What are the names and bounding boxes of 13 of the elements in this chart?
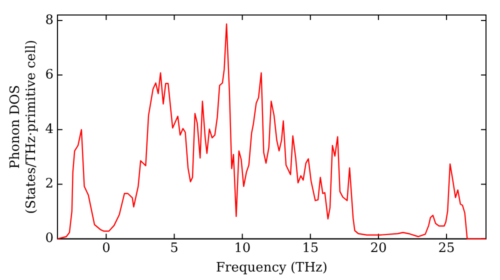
y-tick-label: 4	[45, 122, 54, 138]
y-tick-label: 0	[45, 231, 54, 246]
x-tick-label: 5	[170, 240, 178, 256]
y-axis-title: Phonon DOS (States/THz·primitive cell)	[8, 40, 39, 214]
x-axis-title: Frequency (THz)	[216, 260, 328, 276]
x-tick-label: 25	[438, 240, 455, 256]
y-tick-label: 2	[45, 176, 54, 192]
x-tick-label: 0	[102, 240, 110, 256]
y-tick-label: 8	[45, 12, 54, 28]
x-tick-label: 15	[302, 240, 319, 256]
x-tick-label: 20	[370, 240, 387, 256]
x-tick-label: 10	[234, 240, 251, 256]
y-tick-label: 6	[45, 67, 54, 82]
